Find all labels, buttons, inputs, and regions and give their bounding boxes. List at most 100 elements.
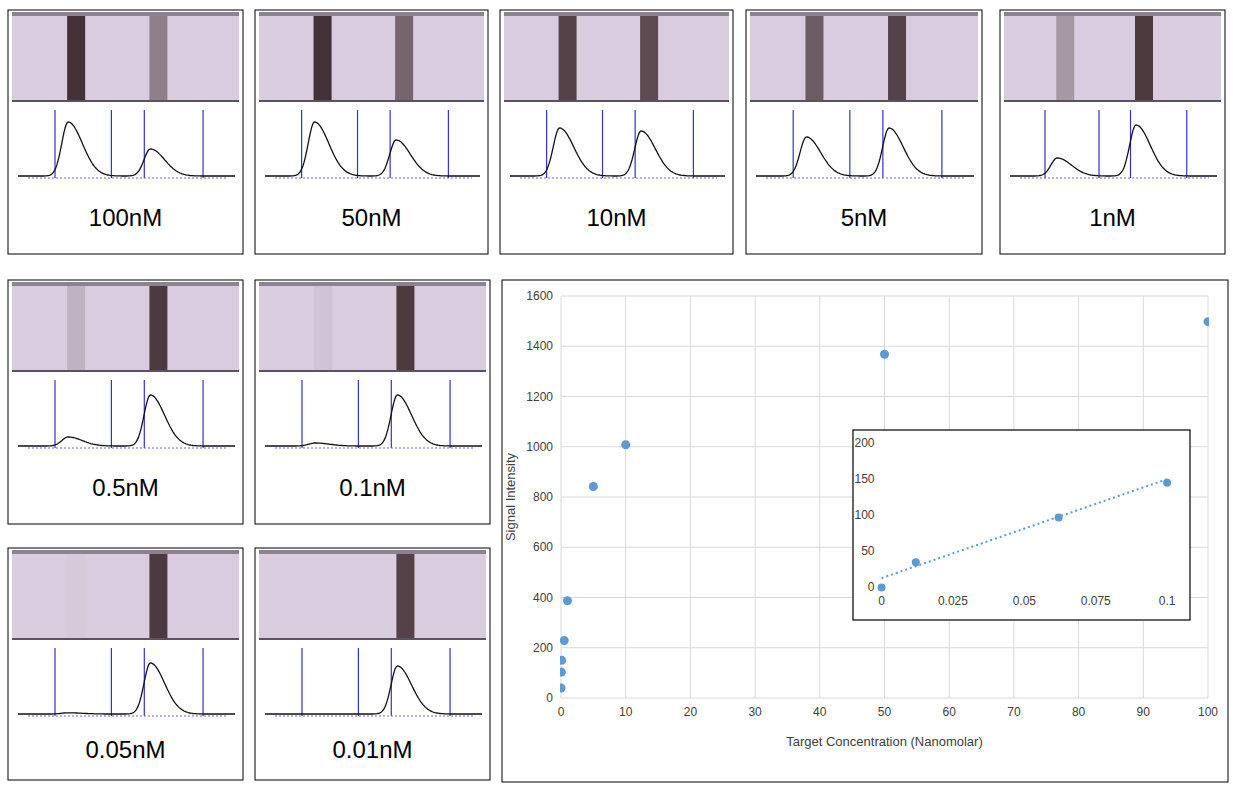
profile-curve: [265, 666, 482, 714]
profile-baseline: [275, 448, 474, 449]
y-tick-label: 800: [533, 490, 553, 504]
y-tick-label: 1400: [526, 339, 553, 353]
chart-frame: [502, 280, 1228, 782]
profile-divider: [358, 648, 359, 716]
strip-edge: [259, 370, 486, 372]
profile-curve: [265, 395, 482, 446]
panel-frame: [8, 10, 243, 254]
strip-edge: [259, 100, 484, 102]
profile-divider: [202, 110, 203, 178]
strip-edge: [259, 12, 484, 16]
strip-edge: [12, 12, 239, 16]
profile-divider: [449, 380, 450, 448]
grid-line: [755, 296, 756, 698]
strip-label: 0.05nM: [85, 736, 165, 763]
profile-divider: [793, 110, 794, 178]
profile-baseline: [275, 716, 474, 717]
x-tick-label: 40: [813, 705, 827, 719]
profile-divider: [602, 110, 603, 178]
y-tick-label: 150: [855, 472, 875, 486]
data-point: [560, 668, 566, 677]
x-tick-label: 0: [878, 594, 885, 608]
x-tick-label: 0.025: [938, 594, 968, 608]
profile-baseline: [28, 178, 227, 179]
band: [314, 554, 332, 638]
profile-divider: [1044, 110, 1045, 178]
y-tick-label: 100: [855, 508, 875, 522]
strip-edge: [750, 100, 978, 102]
profile-divider: [448, 110, 449, 178]
strip-image: [1004, 12, 1221, 102]
x-tick-label: 30: [748, 705, 762, 719]
x-tick-label: 50: [878, 705, 892, 719]
data-point: [563, 596, 572, 605]
grid-line: [625, 296, 626, 698]
band: [640, 16, 658, 100]
strip-image: [12, 282, 239, 372]
x-tick-label: 90: [1137, 705, 1151, 719]
strip-label: 0.01nM: [332, 736, 412, 763]
x-tick-label: 100: [1198, 705, 1218, 719]
data-point: [560, 656, 566, 665]
y-tick-label: 50: [861, 544, 875, 558]
y-tick-label: 0: [546, 691, 553, 705]
strip-panel: 10nM: [500, 10, 733, 254]
strip-label: 1nM: [1089, 204, 1136, 231]
profile-divider: [54, 380, 55, 448]
strip-edge: [12, 550, 239, 554]
strip-image: [504, 12, 729, 102]
x-tick-label: 0.05: [1013, 594, 1037, 608]
strip-label: 0.5nM: [92, 474, 159, 501]
profile-curve: [1010, 125, 1217, 176]
panel-frame: [8, 548, 243, 780]
strip-edge: [750, 12, 978, 16]
marks: [560, 317, 1209, 692]
profile-divider: [941, 110, 942, 178]
panel-frame: [8, 280, 243, 524]
x-tick-label: 0: [558, 705, 565, 719]
strip-label: 5nM: [841, 204, 888, 231]
profile-divider: [693, 110, 694, 178]
data-point: [560, 683, 566, 692]
band: [149, 286, 167, 370]
data-point: [1055, 513, 1063, 521]
x-tick-label: 20: [684, 705, 698, 719]
data-point: [560, 636, 569, 645]
strip-edge: [12, 370, 239, 372]
panel-frame: [255, 280, 490, 524]
grid-line: [1208, 296, 1209, 698]
strip-image: [750, 12, 978, 102]
profile-divider: [111, 110, 112, 178]
profile-divider: [54, 648, 55, 716]
strip-image: [259, 550, 486, 640]
strip-panel: 0.1nM: [255, 280, 490, 524]
profile-curve: [756, 128, 974, 176]
y-tick-label: 1600: [526, 289, 553, 303]
grid-line: [690, 296, 691, 698]
profile-baseline: [766, 178, 966, 179]
strip-panel: 0.5nM: [8, 280, 243, 524]
strip-panel: 0.01nM: [255, 548, 490, 780]
band: [1135, 16, 1153, 100]
chart: 0200400600800100012001400160001020304050…: [503, 289, 1218, 749]
profile-divider: [1186, 110, 1187, 178]
strip-edge: [1004, 100, 1221, 102]
profile-divider: [111, 648, 112, 716]
plot-frame: [853, 430, 1190, 620]
strip-label: 50nM: [341, 204, 401, 231]
profile-baseline: [28, 448, 227, 449]
strip-edge: [12, 100, 239, 102]
profile-curve: [18, 663, 235, 714]
strip-label: 10nM: [586, 204, 646, 231]
band: [314, 16, 332, 100]
data-point: [880, 350, 889, 359]
profile-divider: [202, 380, 203, 448]
x-tick-label: 0.075: [1081, 594, 1111, 608]
marks: [878, 479, 1172, 592]
strip-edge: [504, 12, 729, 16]
y-tick-label: 400: [533, 591, 553, 605]
panel-frame: [255, 10, 488, 254]
strip-image: [259, 12, 484, 102]
profile-divider: [301, 648, 302, 716]
strip-panel: 0.05nM: [8, 548, 243, 780]
